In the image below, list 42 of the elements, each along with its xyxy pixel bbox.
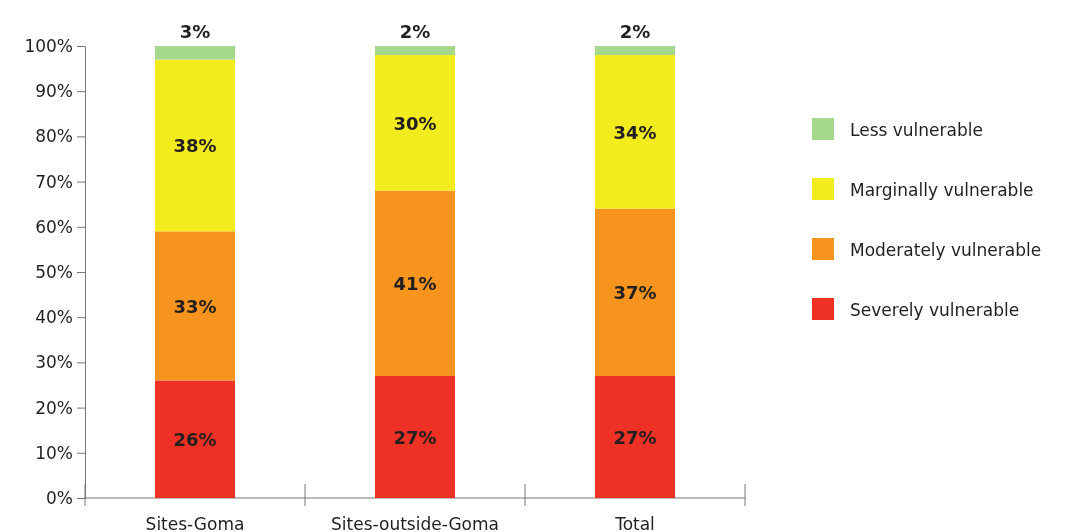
text: 26% xyxy=(173,429,217,451)
text: 2% xyxy=(399,21,431,42)
bar xyxy=(595,375,675,498)
bar xyxy=(595,208,675,376)
x-tick-label: Sites-Goma xyxy=(145,514,245,532)
text: 33% xyxy=(173,295,217,317)
bar xyxy=(375,46,455,56)
text: 30% xyxy=(393,112,437,134)
y-tick-label: 0% xyxy=(46,487,73,508)
bar xyxy=(375,55,455,191)
y-tick-label: 50% xyxy=(35,261,73,282)
bar xyxy=(155,380,235,498)
bar xyxy=(155,231,235,381)
bar xyxy=(155,46,235,60)
y-tick-label: 40% xyxy=(35,307,73,328)
text: 27% xyxy=(613,426,657,448)
bar xyxy=(375,375,455,498)
bar xyxy=(595,46,675,56)
y-tick-label: 20% xyxy=(35,397,73,418)
text: 41% xyxy=(393,273,437,295)
x-tick-label: Sites-outside-Goma xyxy=(331,514,499,532)
bar xyxy=(595,55,675,209)
text: 38% xyxy=(173,135,217,157)
y-tick-label: 80% xyxy=(35,126,73,147)
y-tick-label: 30% xyxy=(35,352,73,373)
legend-label: Marginally vulnerable xyxy=(850,180,1034,200)
y-tick-label: 70% xyxy=(35,171,73,192)
text: 34% xyxy=(613,121,657,143)
bar xyxy=(375,190,455,376)
legend-label: Less vulnerable xyxy=(850,120,983,140)
x-tick-label: Total xyxy=(614,514,655,532)
text: 3% xyxy=(179,21,211,42)
y-tick-label: 90% xyxy=(35,81,73,102)
text: 27% xyxy=(393,426,437,448)
y-tick-label: 60% xyxy=(35,216,73,237)
bar xyxy=(155,59,235,232)
legend-label: Moderately vulnerable xyxy=(850,240,1042,260)
y-tick-label: 10% xyxy=(35,442,73,463)
text: 37% xyxy=(613,282,657,304)
y-tick-label: 100% xyxy=(24,35,73,56)
text: 2% xyxy=(619,21,651,42)
legend-label: Severely vulnerable xyxy=(850,300,1020,320)
